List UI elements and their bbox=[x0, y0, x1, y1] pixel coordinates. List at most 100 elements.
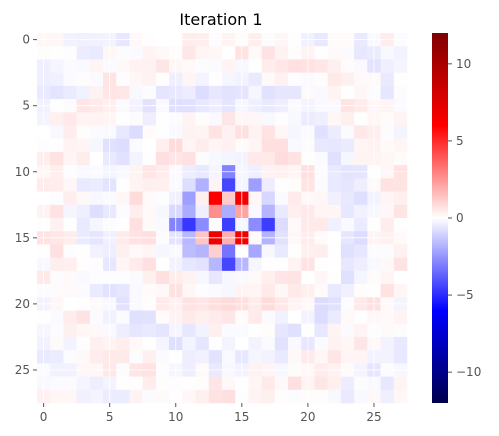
heatmap-cell bbox=[129, 218, 144, 232]
heatmap-cell bbox=[76, 112, 91, 126]
heatmap-cell bbox=[63, 323, 77, 338]
heatmap-cell bbox=[261, 178, 276, 192]
heatmap-cell bbox=[195, 85, 210, 100]
heatmap-cell bbox=[340, 336, 355, 351]
heatmap-cell bbox=[208, 389, 223, 404]
heatmap-cell bbox=[222, 191, 236, 206]
heatmap-cell bbox=[63, 389, 77, 404]
heatmap-cell bbox=[129, 244, 144, 258]
heatmap-cell bbox=[63, 284, 77, 298]
heatmap-cell bbox=[288, 178, 302, 192]
y-tick-label: 0 bbox=[22, 33, 30, 47]
heatmap-cell bbox=[340, 46, 355, 60]
heatmap-cell bbox=[248, 72, 262, 87]
heatmap-cell bbox=[340, 389, 355, 404]
heatmap-cell bbox=[155, 151, 170, 166]
heatmap-cell bbox=[129, 257, 144, 272]
heatmap-cell bbox=[129, 389, 144, 404]
heatmap-cell bbox=[380, 310, 395, 325]
heatmap-cell bbox=[261, 244, 276, 258]
heatmap-cell bbox=[89, 46, 104, 60]
heatmap-cell bbox=[182, 59, 196, 73]
heatmap-cell bbox=[50, 72, 64, 87]
heatmap-cell bbox=[222, 310, 236, 325]
heatmap-cell bbox=[288, 138, 302, 153]
heatmap-cell bbox=[327, 284, 342, 298]
heatmap-cell bbox=[195, 125, 210, 140]
heatmap-cell bbox=[274, 389, 289, 404]
heatmap-cell bbox=[116, 112, 130, 126]
heatmap-cell bbox=[288, 151, 302, 166]
heatmap-cell bbox=[155, 244, 170, 258]
heatmap-cell bbox=[288, 336, 302, 351]
heatmap-cell bbox=[129, 46, 144, 60]
heatmap-cell bbox=[222, 218, 236, 232]
heatmap-cell bbox=[182, 270, 196, 285]
heatmap-cell bbox=[50, 59, 64, 73]
heatmap-cell bbox=[327, 59, 342, 73]
heatmap-cell bbox=[155, 310, 170, 325]
heatmap-cell bbox=[261, 218, 276, 232]
heatmap-cell bbox=[327, 244, 342, 258]
heatmap-cell bbox=[63, 244, 77, 258]
heatmap-cell bbox=[327, 178, 342, 192]
heatmap-cell bbox=[248, 151, 262, 166]
heatmap-cell bbox=[142, 138, 157, 153]
heatmap-cell bbox=[340, 151, 355, 166]
heatmap-cell bbox=[380, 270, 395, 285]
heatmap-cell bbox=[354, 284, 368, 298]
heatmap-cell bbox=[195, 151, 210, 166]
heatmap-cell bbox=[248, 138, 262, 153]
heatmap-cell bbox=[50, 204, 64, 219]
y-tick-label: 15 bbox=[15, 231, 30, 245]
heatmap-cell bbox=[89, 244, 104, 258]
heatmap-cell bbox=[380, 323, 395, 338]
heatmap-cell bbox=[222, 138, 236, 153]
heatmap-cell bbox=[354, 204, 368, 219]
heatmap-cell bbox=[195, 59, 210, 73]
heatmap-cell bbox=[142, 284, 157, 298]
heatmap-cell bbox=[314, 218, 329, 232]
heatmap-cell bbox=[116, 204, 130, 219]
heatmap-cell bbox=[155, 191, 170, 206]
heatmap-cell bbox=[182, 376, 196, 391]
heatmap-cell bbox=[116, 138, 130, 153]
chart-title: Iteration 1 bbox=[179, 10, 262, 29]
heatmap-cell bbox=[288, 376, 302, 391]
heatmap-cell bbox=[129, 138, 144, 153]
heatmap-cell bbox=[76, 270, 91, 285]
heatmap-cell bbox=[222, 323, 236, 338]
heatmap-cell bbox=[261, 336, 276, 351]
heatmap-cell bbox=[248, 376, 262, 391]
heatmap-cell bbox=[222, 284, 236, 298]
heatmap-cell bbox=[76, 350, 91, 364]
heatmap-cell bbox=[63, 336, 77, 351]
heatmap-cell bbox=[340, 270, 355, 285]
heatmap-cell bbox=[380, 218, 395, 232]
heatmap-cell bbox=[274, 85, 289, 100]
heatmap-cell bbox=[222, 270, 236, 285]
heatmap-cell bbox=[327, 376, 342, 391]
heatmap-cell bbox=[142, 389, 157, 404]
heatmap-cell bbox=[327, 257, 342, 272]
heatmap-cell bbox=[129, 191, 144, 206]
heatmap-cell bbox=[354, 310, 368, 325]
heatmap-cell bbox=[116, 85, 130, 100]
heatmap-cell bbox=[129, 284, 144, 298]
heatmap-cell bbox=[314, 336, 329, 351]
heatmap-cell bbox=[116, 270, 130, 285]
heatmap-cell bbox=[63, 270, 77, 285]
heatmap-cell bbox=[354, 191, 368, 206]
heatmap-cell bbox=[274, 218, 289, 232]
heatmap-cell bbox=[274, 270, 289, 285]
heatmap-cell bbox=[50, 284, 64, 298]
heatmap-cell bbox=[288, 191, 302, 206]
heatmap-cell bbox=[248, 257, 262, 272]
heatmap-cell bbox=[208, 204, 223, 219]
heatmap-cell bbox=[327, 350, 342, 364]
heatmap-cell bbox=[116, 151, 130, 166]
heatmap-cell bbox=[76, 59, 91, 73]
heatmap-cell bbox=[340, 284, 355, 298]
heatmap-cell bbox=[222, 46, 236, 60]
heatmap-cell bbox=[89, 257, 104, 272]
